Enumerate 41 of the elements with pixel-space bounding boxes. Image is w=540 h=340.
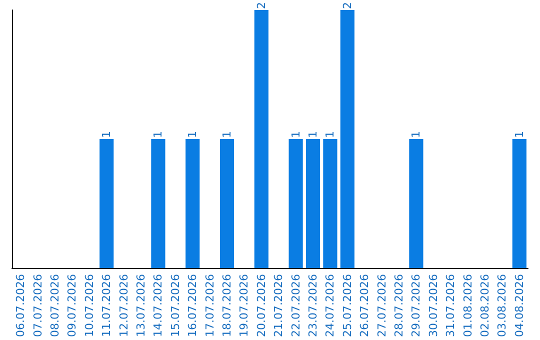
data-label: 1 <box>324 131 337 138</box>
data-label: 1 <box>152 131 165 138</box>
x-tick-label: 26.07.2026 <box>358 274 372 338</box>
x-tick-label: 30.07.2026 <box>426 274 440 338</box>
x-tick-label: 21.07.2026 <box>272 274 286 338</box>
data-label: 1 <box>410 131 423 138</box>
x-tick-label: 07.07.2026 <box>31 274 44 338</box>
x-tick-label: 04.08.2026 <box>512 274 526 338</box>
x-tick-label: 13.07.2026 <box>134 274 148 338</box>
x-tick-label: 14.07.2026 <box>152 274 165 338</box>
x-tick-label: 03.08.2026 <box>496 274 509 338</box>
data-label: 1 <box>100 131 114 138</box>
x-tick-label: 25.07.2026 <box>340 274 354 338</box>
data-label: 1 <box>306 131 320 138</box>
data-label: 1 <box>512 131 526 138</box>
x-tick-label: 16.07.2026 <box>186 274 200 338</box>
x-tick-label: 17.07.2026 <box>203 274 216 338</box>
x-tick-label: 29.07.2026 <box>410 274 423 338</box>
x-tick-label: 20.07.2026 <box>254 274 268 338</box>
x-tick-label: 28.07.2026 <box>392 274 406 338</box>
x-tick-label: 08.07.2026 <box>48 274 62 338</box>
x-tick-label: 15.07.2026 <box>168 274 182 338</box>
x-tick-label: 01.08.2026 <box>461 274 474 338</box>
data-label: 2 <box>254 2 268 9</box>
x-tick-label: 09.07.2026 <box>66 274 79 338</box>
x-tick-label: 23.07.2026 <box>306 274 320 338</box>
x-tick-label: 12.07.2026 <box>117 274 130 338</box>
x-tick-label: 18.07.2026 <box>220 274 234 338</box>
x-tick-label: 22.07.2026 <box>289 274 302 338</box>
x-tick-label: 24.07.2026 <box>324 274 337 338</box>
x-tick-label: 27.07.2026 <box>375 274 388 338</box>
x-tick-label: 10.07.2026 <box>82 274 96 338</box>
x-tick-label: 19.07.2026 <box>238 274 251 338</box>
x-tick-label: 11.07.2026 <box>100 274 114 338</box>
x-tick-label: 02.08.2026 <box>478 274 492 338</box>
data-label: 1 <box>186 131 200 138</box>
data-label: 1 <box>289 131 302 138</box>
data-label: 1 <box>220 131 234 138</box>
x-tick-label: 31.07.2026 <box>444 274 458 338</box>
data-label: 2 <box>340 2 354 9</box>
x-tick-label: 06.07.2026 <box>14 274 28 338</box>
